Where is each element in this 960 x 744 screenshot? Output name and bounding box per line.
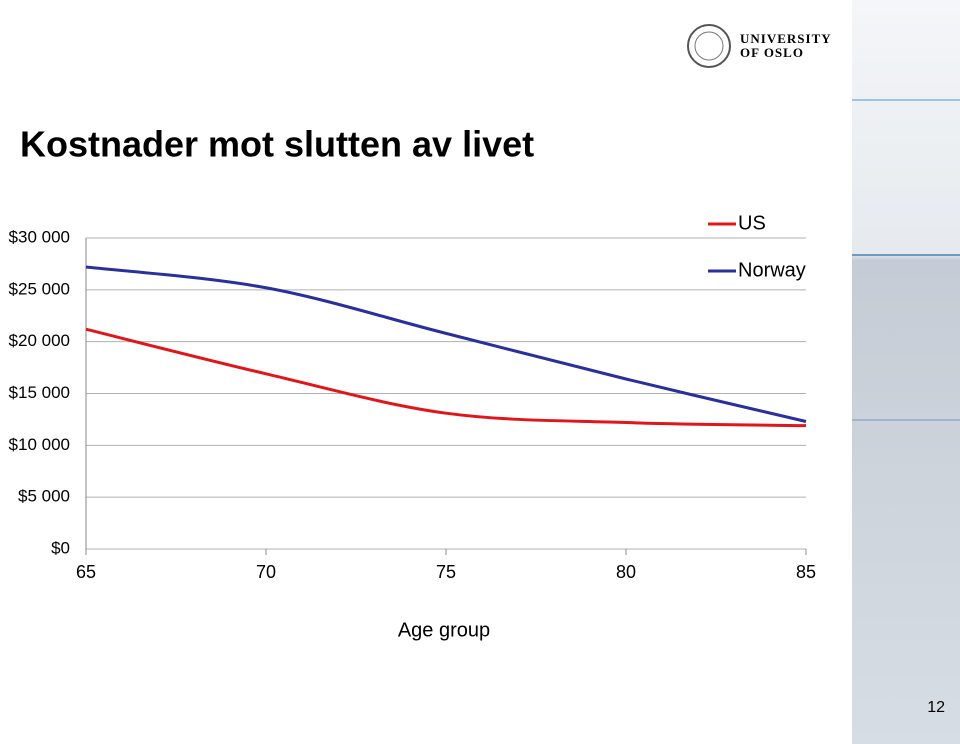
y-tick-label: $10 000 — [9, 435, 70, 454]
x-tick-label: 65 — [76, 562, 96, 582]
y-tick-label: $5 000 — [18, 487, 70, 506]
chart-title: Kostnader mot slutten av livet — [20, 124, 534, 165]
page-number: 12 — [927, 699, 945, 716]
decor-strip — [852, 0, 960, 744]
legend-label: Norway — [738, 259, 806, 281]
logo-seal — [687, 24, 731, 68]
x-tick-label: 80 — [616, 562, 636, 582]
logo-text: UNIVERSITY — [740, 31, 832, 46]
y-tick-label: $25 000 — [9, 279, 70, 298]
logo-seal — [694, 31, 724, 61]
y-tick-label: $20 000 — [9, 331, 70, 350]
x-tick-label: 85 — [796, 562, 816, 582]
logo-text: OF OSLO — [740, 45, 804, 60]
x-tick-label: 70 — [256, 562, 276, 582]
series-line — [85, 265, 807, 423]
y-tick-label: $15 000 — [9, 383, 70, 402]
series-line — [85, 327, 807, 428]
y-tick-label: $30 000 — [9, 227, 70, 246]
x-axis-label: Age group — [398, 619, 490, 641]
legend-label: US — [738, 212, 766, 234]
x-tick-label: 75 — [436, 562, 456, 582]
y-tick-label: $0 — [51, 538, 70, 557]
